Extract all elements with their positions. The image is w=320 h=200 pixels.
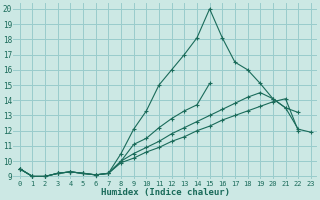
X-axis label: Humidex (Indice chaleur): Humidex (Indice chaleur): [101, 188, 230, 197]
